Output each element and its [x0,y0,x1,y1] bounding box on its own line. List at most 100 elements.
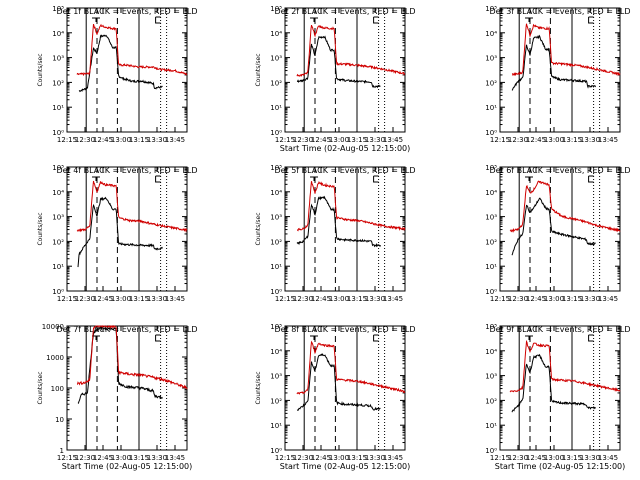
x-tick-label: 12:30 [293,454,313,462]
y-tick-label: 1 [60,447,64,455]
y-tick-label: 100 [51,385,64,393]
y-tick-label: 10⁴ [270,30,282,38]
series-line-lld [509,180,621,233]
x-tick-label: 12:45 [93,136,113,144]
y-tick-label: 10⁴ [485,189,497,197]
x-tick-label: 12:45 [526,136,546,144]
y-tick-label: 10⁵ [52,164,64,172]
x-tick-label: 13:45 [598,295,618,303]
y-tick-label: 10³ [270,373,282,381]
y-tick-label: 10¹ [270,104,282,112]
series-line-events [296,353,381,411]
x-tick-label: 13:00 [111,295,131,303]
x-tick-label: 13:00 [329,454,349,462]
x-tick-label: 12:45 [93,295,113,303]
x-tick-label: 12:45 [311,136,331,144]
x-axis-label: Start Time (02-Aug-05 12:15:00) [62,462,193,471]
x-tick-label: 12:45 [526,454,546,462]
x-tick-label: 13:30 [580,136,600,144]
y-tick-label: 10³ [485,373,497,381]
plot-frame [499,7,621,133]
plot-frame [284,7,406,133]
y-tick-label: 10² [485,79,497,87]
plot-frame [66,166,188,292]
panel-det-3: Det 3f BLACK = Events, RED = LLD 10⁰ 10¹ 10… [485,5,630,144]
x-tick-label: 13:00 [329,295,349,303]
y-tick-label: 10⁵ [270,5,282,13]
series-line-events [78,34,163,93]
x-tick-label: 12:30 [508,136,528,144]
y-tick-label: 10⁵ [485,323,497,331]
y-tick-label: 10² [485,397,497,405]
y-axis-label: Counts/sec [37,53,44,86]
x-tick-label: 12:30 [75,136,95,144]
bracket-mark [588,334,594,342]
panel-det-4: Det 4f BLACK = Events, RED = LLD 10⁰ 10¹ 10… [37,164,198,303]
bracket-mark [155,334,161,342]
x-tick-label: 12:15 [490,136,510,144]
bracket-mark [92,176,100,181]
y-axis-label: Counts/sec [37,371,44,404]
x-tick-label: 12:15 [490,295,510,303]
series-line-lld [296,24,406,77]
x-tick-label: 13:45 [165,136,185,144]
x-tick-label: 12:15 [275,295,295,303]
y-tick-label: 10⁰ [270,288,282,296]
panel-det-7: Det 7f BLACK = Events, RED = LLD 1 10 100 10… [37,323,198,471]
y-tick-label: 10³ [485,55,497,63]
y-tick-label: 10¹ [270,422,282,430]
y-axis-label: Counts/sec [255,371,262,404]
panel-title: Det 8f BLACK = Events, RED = LLD [274,325,415,334]
x-axis-label: Start Time (02-Aug-05 12:15:00) [280,462,411,471]
x-tick-label: 13:45 [383,454,403,462]
y-tick-label: 10⁰ [52,288,64,296]
series-line-lld [76,23,188,77]
y-tick-label: 10000 [42,323,64,331]
x-tick-label: 13:00 [111,136,131,144]
x-tick-label: 12:15 [57,454,77,462]
y-tick-label: 10⁴ [485,30,497,38]
x-tick-label: 13:45 [598,136,618,144]
x-tick-label: 13:15 [347,136,367,144]
bracket-mark [588,175,594,183]
y-tick-label: 10⁴ [52,189,64,197]
series-line-lld [511,23,621,77]
y-tick-label: 10⁵ [270,164,282,172]
y-tick-label: 10² [52,79,64,87]
y-tick-label: 10¹ [52,263,64,271]
panel-det-2: Det 2f BLACK = Events, RED = LLD 10⁰ 10¹ 10… [255,5,416,153]
x-tick-label: 12:30 [293,136,313,144]
panel-title: Det 6f BLACK = Events, RED = LLD [489,166,630,175]
y-tick-label: 10⁴ [270,348,282,356]
bracket-mark [310,335,318,340]
series-line-lld [76,180,188,233]
x-tick-label: 12:30 [75,454,95,462]
x-tick-label: 13:00 [544,136,564,144]
panel-det-8: Det 8f BLACK = Events, RED = LLD 10⁰ 10¹ 10… [255,323,416,471]
panel-det-1: Det 1f BLACK = Events, RED = LLD 10⁰ 10¹ 10… [37,5,198,144]
x-tick-label: 12:15 [57,295,77,303]
y-tick-label: 10² [270,79,282,87]
panel-title: Det 1f BLACK = Events, RED = LLD [56,7,197,16]
panel-det-6: Det 6f BLACK = Events, RED = LLD 10⁰ 10¹ 10… [485,164,630,303]
y-tick-label: 10³ [270,55,282,63]
x-tick-label: 13:00 [544,454,564,462]
y-tick-label: 10² [270,397,282,405]
x-tick-label: 12:15 [57,136,77,144]
y-tick-label: 10⁰ [52,129,64,137]
y-axis-label: Counts/sec [37,212,44,245]
y-tick-label: 10² [270,238,282,246]
x-tick-label: 12:45 [526,295,546,303]
panel-title: Det 4f BLACK = Events, RED = LLD [56,166,197,175]
plot-frame [66,7,188,133]
y-tick-label: 10⁵ [52,5,64,13]
y-tick-label: 10² [485,238,497,246]
x-tick-label: 13:15 [562,136,582,144]
x-tick-label: 13:45 [598,454,618,462]
y-tick-label: 10⁰ [485,447,497,455]
y-tick-label: 10³ [52,55,64,63]
series-line-events [296,35,381,89]
x-tick-label: 13:15 [129,454,149,462]
x-tick-label: 13:45 [383,136,403,144]
